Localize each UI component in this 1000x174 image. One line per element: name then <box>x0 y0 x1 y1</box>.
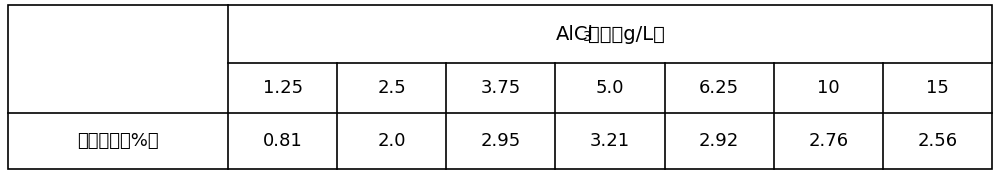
Text: 2.92: 2.92 <box>699 132 739 150</box>
Text: 0.81: 0.81 <box>263 132 302 150</box>
Text: 5.0: 5.0 <box>596 79 624 97</box>
Text: 3.75: 3.75 <box>481 79 521 97</box>
Text: 3.21: 3.21 <box>590 132 630 150</box>
Text: 2.76: 2.76 <box>808 132 848 150</box>
Text: 2.56: 2.56 <box>917 132 957 150</box>
Text: 6.25: 6.25 <box>699 79 739 97</box>
Text: 2.95: 2.95 <box>481 132 521 150</box>
Text: 1.25: 1.25 <box>263 79 303 97</box>
Text: 皂素得率（%）: 皂素得率（%） <box>77 132 159 150</box>
Text: 2.5: 2.5 <box>377 79 406 97</box>
Text: 浓度（g/L）: 浓度（g/L） <box>588 25 665 44</box>
Text: 15: 15 <box>926 79 949 97</box>
Text: 3: 3 <box>583 30 592 44</box>
Text: 10: 10 <box>817 79 840 97</box>
Text: AlCl: AlCl <box>556 25 594 44</box>
Text: 2.0: 2.0 <box>377 132 406 150</box>
